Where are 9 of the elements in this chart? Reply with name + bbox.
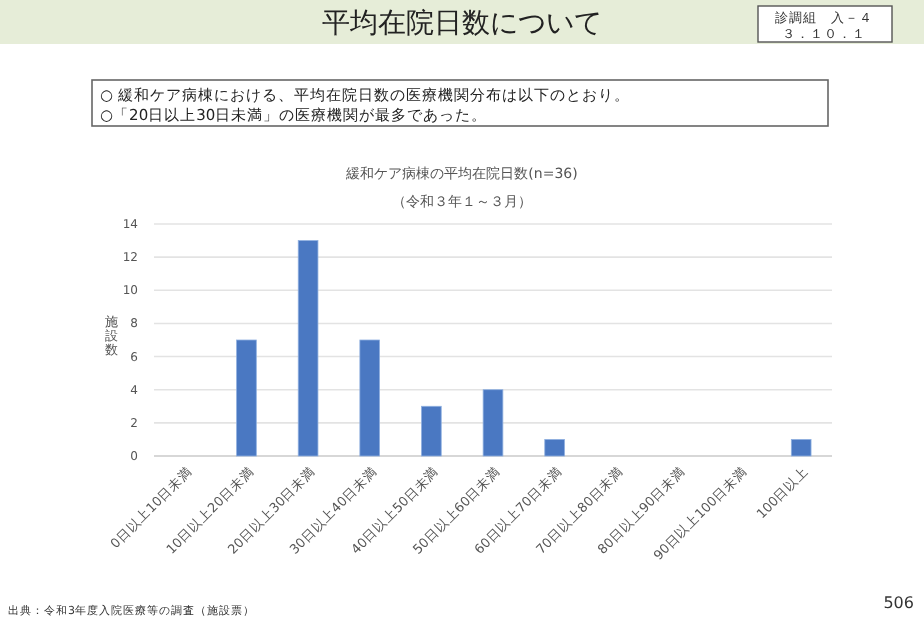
bar bbox=[482, 389, 504, 457]
bar bbox=[236, 339, 257, 457]
text: 平均在院日数について bbox=[322, 8, 602, 40]
bar bbox=[544, 439, 565, 457]
text: 506 bbox=[883, 594, 914, 612]
bar bbox=[421, 405, 442, 457]
bar bbox=[297, 240, 319, 457]
bar bbox=[359, 339, 380, 457]
bar bbox=[790, 439, 812, 457]
